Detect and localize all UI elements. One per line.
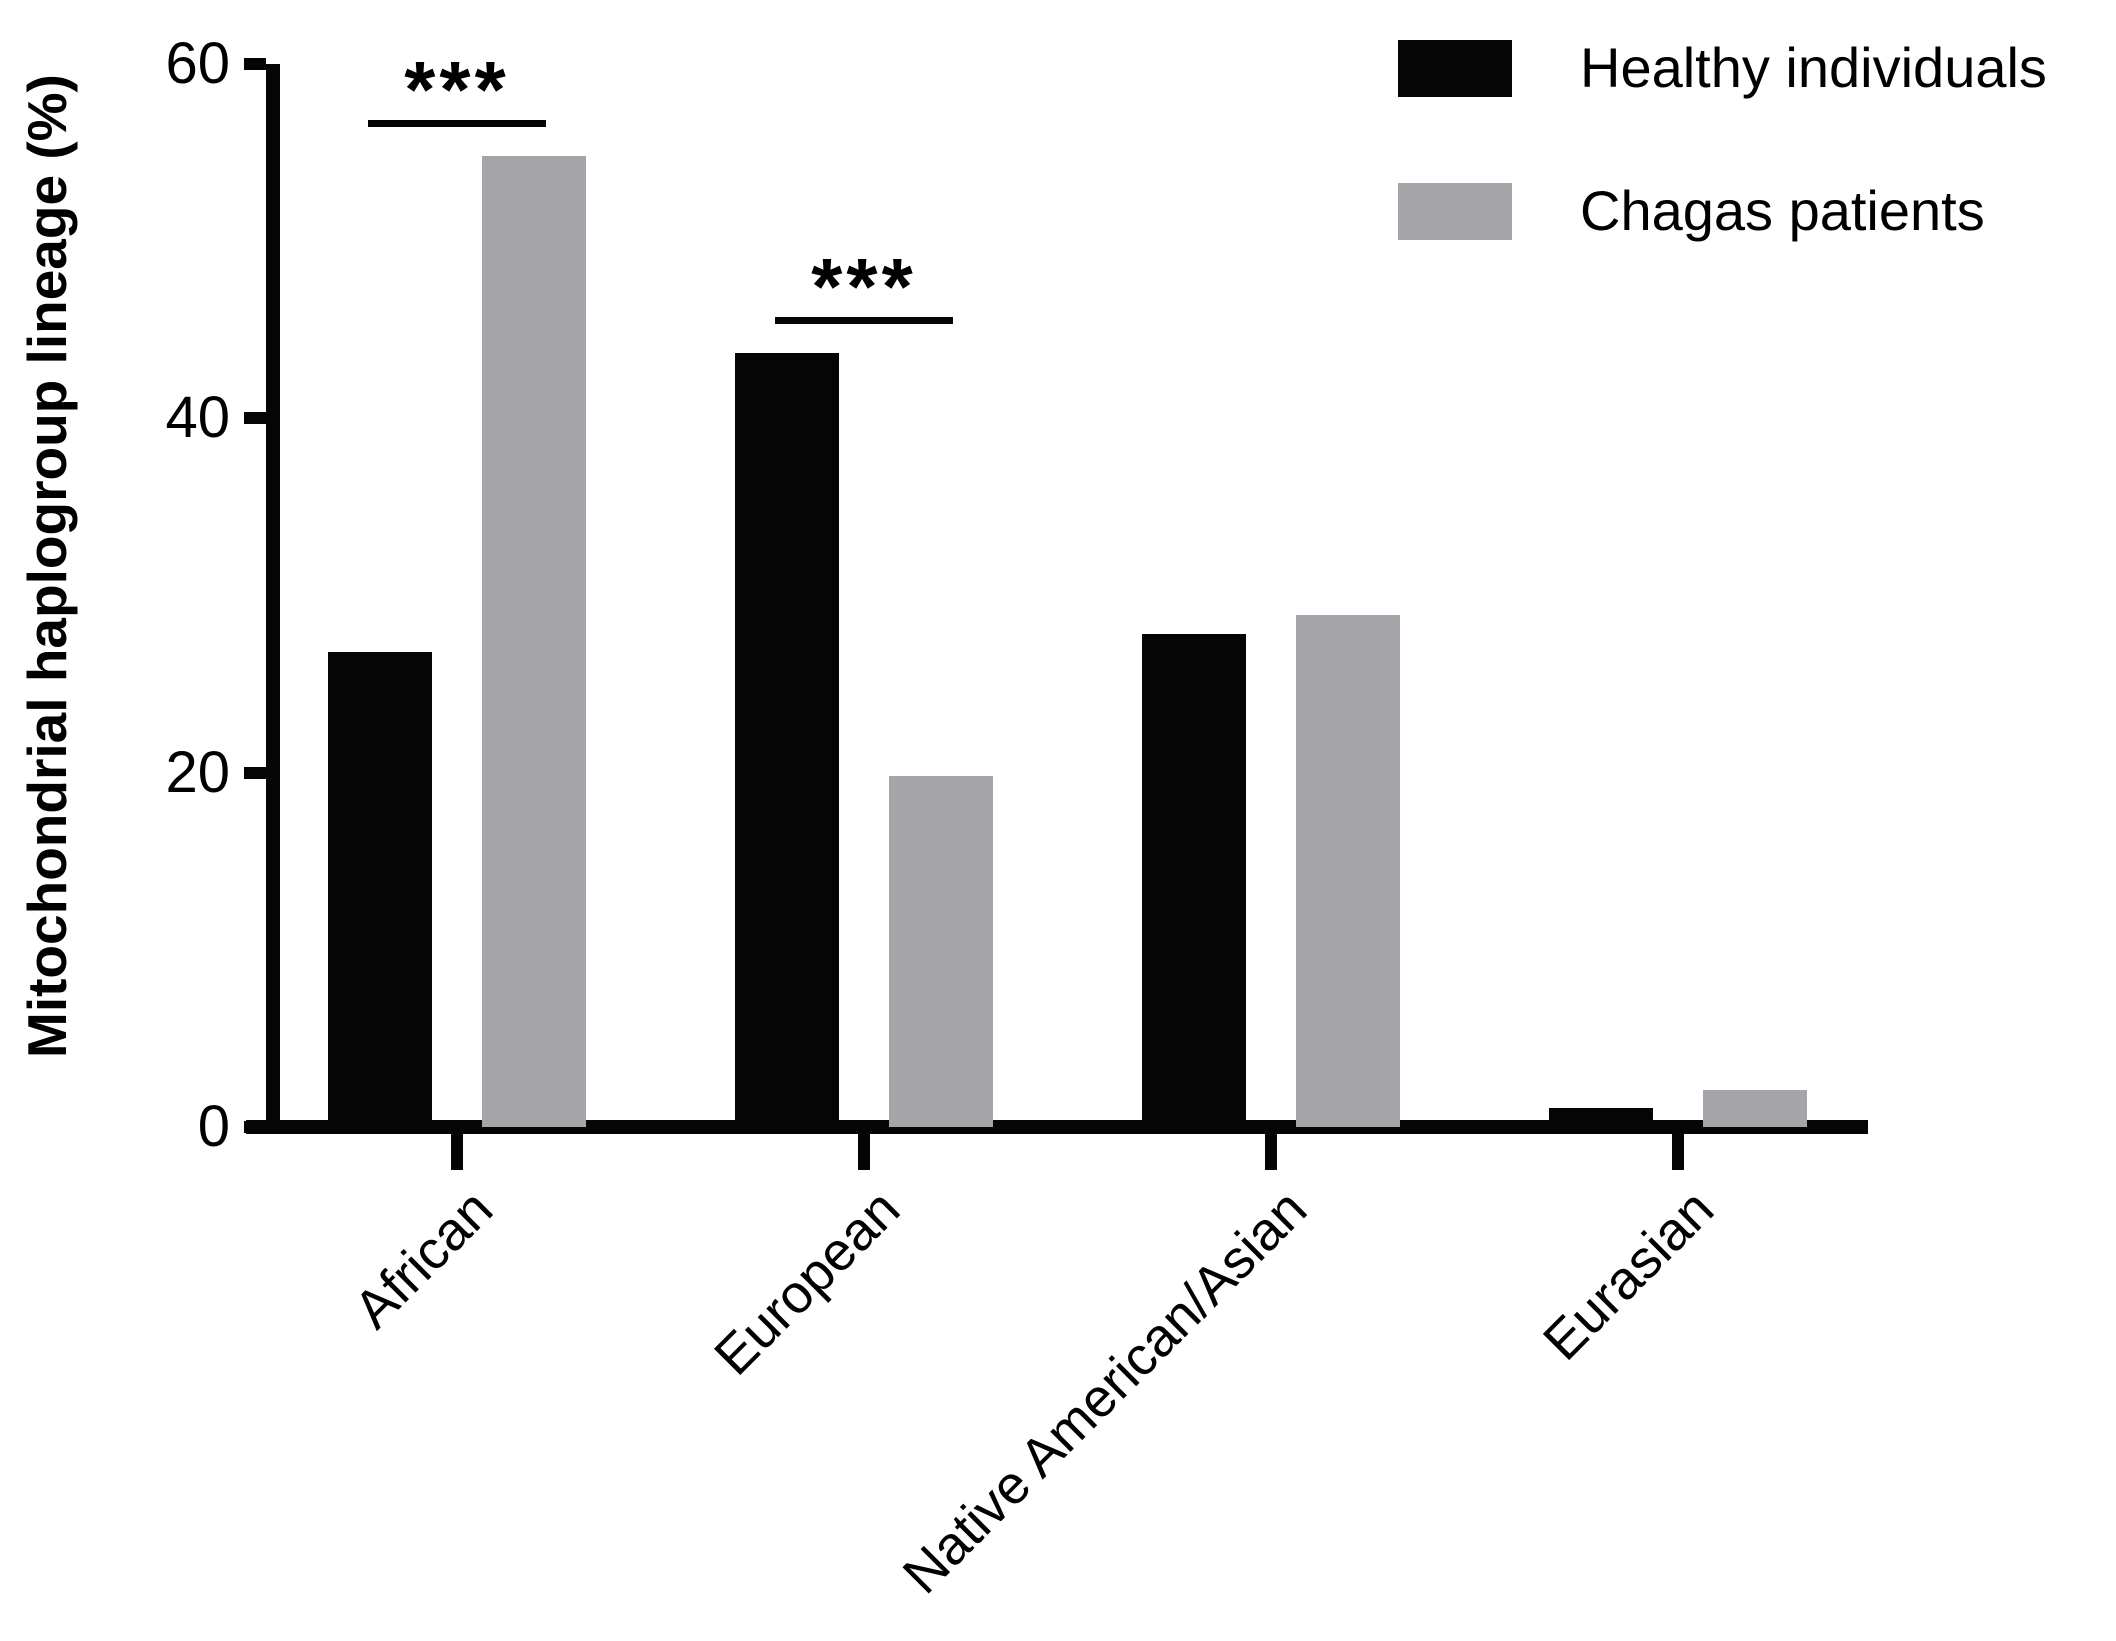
y-tick-label: 60 (165, 31, 230, 96)
bar-healthy-individuals (735, 352, 839, 1127)
bar-chagas-patients (889, 776, 993, 1127)
y-tick-label: 20 (165, 739, 230, 805)
bar-healthy-individuals (1142, 634, 1246, 1127)
legend-swatch-healthy-individuals (1398, 40, 1512, 97)
legend-label-chagas-patients: Chagas patients (1580, 179, 1985, 242)
y-tick-label: 0 (197, 1094, 230, 1159)
significance-line (775, 316, 953, 324)
x-category-label-text: African (342, 1178, 505, 1340)
y-tick (244, 766, 266, 779)
x-tick (451, 1134, 463, 1170)
y-tick (244, 412, 266, 425)
significance-stars: *** (404, 45, 510, 135)
y-tick (244, 1121, 266, 1133)
x-tick (1265, 1134, 1277, 1170)
legend-swatch-chagas-patients (1398, 183, 1512, 240)
bar-healthy-individuals (1549, 1107, 1653, 1127)
significance-stars: *** (811, 241, 917, 331)
y-tick (244, 58, 266, 70)
x-axis-line (246, 1120, 1868, 1134)
legend-label-healthy-individuals: Healthy individuals (1580, 36, 2047, 99)
bar-chagas-patients (1296, 614, 1400, 1127)
x-category-label-text: Eurasian (1531, 1178, 1726, 1372)
y-axis-title: Mitochondrial haplogroup lineage (%) (16, 74, 78, 1058)
bar-healthy-individuals (328, 652, 432, 1127)
x-tick (1672, 1134, 1684, 1170)
bar-chagas-patients (482, 156, 586, 1127)
significance-line (368, 120, 546, 128)
bar-chagas-patients (1703, 1089, 1807, 1127)
x-category-label-text: European (702, 1178, 912, 1387)
y-tick-label: 40 (165, 385, 230, 451)
y-axis-line (266, 64, 280, 1134)
x-tick (858, 1134, 870, 1170)
x-category-label-text: Native American/Asian (891, 1178, 1319, 1606)
